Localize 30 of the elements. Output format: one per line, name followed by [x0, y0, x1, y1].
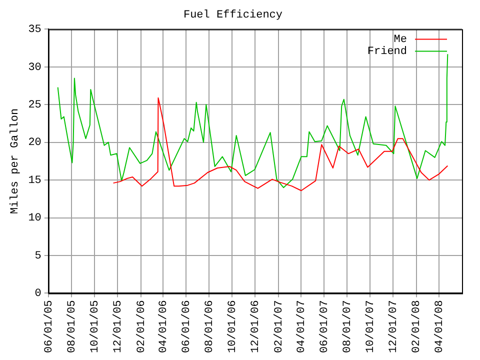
- legend-label: Friend: [367, 46, 407, 58]
- x-tick-label: 06/01/07: [318, 300, 331, 354]
- x-tick-label: 02/01/08: [411, 300, 424, 354]
- y-tick-label: 0: [34, 288, 42, 300]
- x-tick-label: 12/01/06: [250, 300, 262, 354]
- y-tick-label: 35: [28, 24, 42, 36]
- x-tick-label: 12/01/05: [112, 300, 124, 354]
- x-tick-label: 08/01/06: [204, 300, 216, 354]
- x-tick-label: 10/01/07: [364, 300, 377, 354]
- y-tick-label: 20: [28, 137, 42, 150]
- x-tick-label: 02/01/06: [136, 300, 148, 354]
- x-tick-label: 04/01/07: [296, 300, 308, 354]
- x-tick-label: 10/01/05: [89, 300, 102, 354]
- y-tick-label: 5: [34, 250, 42, 262]
- x-tick-label: 12/01/07: [388, 300, 400, 354]
- x-tick-label: 06/01/05: [43, 300, 56, 354]
- y-axis-title: Miles per Gallon: [10, 108, 22, 214]
- x-tick-label: 06/01/06: [181, 300, 194, 354]
- x-tick-label: 04/01/06: [158, 300, 170, 354]
- chart-title: Fuel Efficiency: [183, 10, 283, 22]
- legend-label: Me: [394, 34, 407, 46]
- y-tick-label: 10: [28, 212, 42, 225]
- x-tick-label: 10/01/06: [227, 300, 240, 354]
- y-tick-label: 15: [28, 174, 42, 187]
- y-tick-label: 30: [28, 62, 42, 74]
- x-tick-label: 02/01/07: [274, 300, 286, 354]
- y-tick-label: 25: [28, 100, 42, 112]
- x-tick-label: 08/01/05: [66, 300, 78, 354]
- x-tick-label: 08/01/07: [342, 300, 354, 354]
- x-tick-label: 04/01/08: [434, 300, 446, 354]
